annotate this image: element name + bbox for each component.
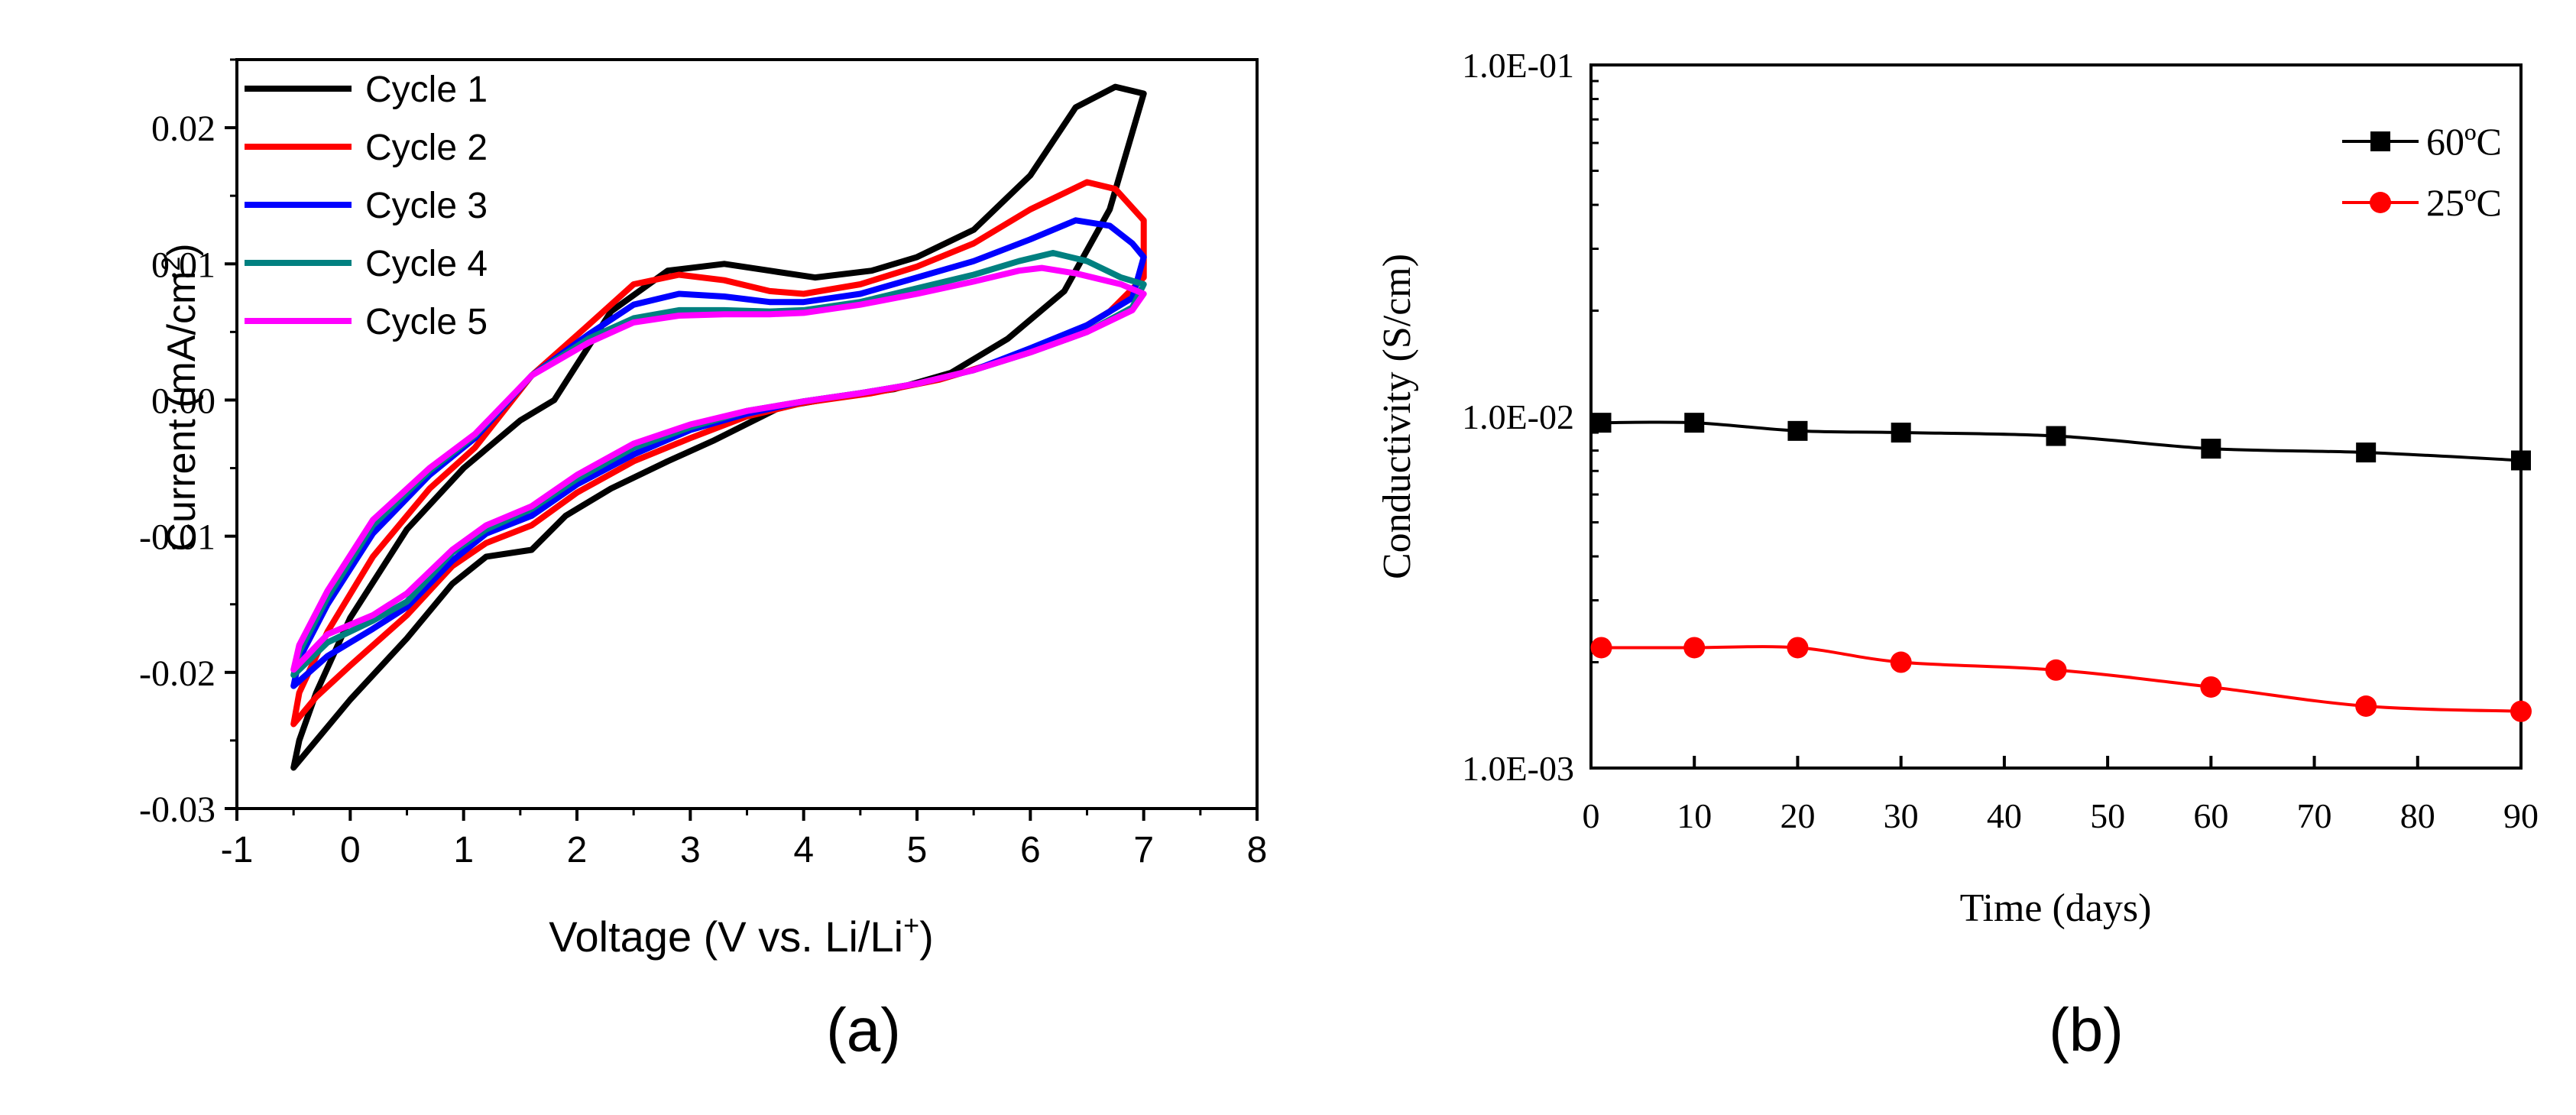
marker-25-c — [1787, 637, 1809, 659]
panel-a: -1 0 1 2 3 4 5 6 7 8 -0.03 -0.02 -0.01 0.00 0.01 0.02 C… — [139, 58, 1268, 1064]
x-tick-label-b: 30 — [1884, 796, 1919, 835]
x-tick-label-a: 1 — [453, 830, 474, 870]
legend-label-60-c: 60ºC — [2426, 120, 2502, 163]
legend-label-cycle-5: Cycle 5 — [365, 302, 488, 342]
legend-marker-60-c — [2370, 131, 2390, 151]
x-tick-label-b: 60 — [2193, 796, 2228, 835]
x-tick-label-a: 7 — [1133, 830, 1154, 870]
y-tick-label-b: 1.0E-03 — [1462, 749, 1574, 788]
x-tick-label-b: 50 — [2090, 796, 2125, 835]
marker-60-c — [2046, 426, 2066, 446]
marker-60-c — [2511, 450, 2531, 471]
y-tick-label-a: -0.01 — [139, 517, 215, 558]
panel-label-b: (b) — [2049, 996, 2124, 1064]
marker-60-c — [2356, 442, 2377, 463]
x-tick-label-a: -1 — [221, 830, 254, 870]
y-tick-label-a: 0.02 — [151, 109, 215, 149]
marker-25-c — [2510, 700, 2532, 722]
marker-60-c — [1684, 413, 1705, 433]
x-tick-label-b: 70 — [2297, 796, 2332, 835]
x-tick-label-a: 8 — [1247, 830, 1268, 870]
x-tick-label-a: 0 — [340, 830, 361, 870]
marker-60-c — [1787, 420, 1808, 441]
y-tick-label-b: 1.0E-02 — [1462, 397, 1574, 436]
x-tick-label-a: 6 — [1020, 830, 1041, 870]
marker-25-c — [1890, 651, 1912, 673]
marker-60-c — [2201, 439, 2221, 459]
y-tick-label-a: 0.00 — [151, 381, 215, 421]
x-tick-label-b: 80 — [2400, 796, 2435, 835]
x-tick-label-b: 10 — [1677, 796, 1712, 835]
marker-60-c — [1891, 423, 1911, 443]
x-tick-label-a: 3 — [680, 830, 701, 870]
legend-label-cycle-1: Cycle 1 — [365, 70, 488, 110]
xlabel-a: Voltage (V vs. Li/Li+) — [549, 909, 934, 961]
xlabel-b: Time (days) — [1960, 886, 2152, 930]
marker-25-c — [1590, 637, 1612, 659]
ylabel-a: Current (mA/cm2) — [157, 243, 204, 551]
legend-marker-25-c — [2370, 192, 2391, 213]
y-tick-label-b: 1.0E-01 — [1462, 46, 1574, 85]
y-tick-label-a: -0.03 — [139, 789, 215, 830]
marker-25-c — [2045, 659, 2067, 681]
y-tick-label-a: 0.01 — [151, 245, 215, 285]
legend-label-cycle-3: Cycle 3 — [365, 186, 488, 226]
plot-a-frame — [235, 58, 1259, 810]
y-tick-label-a: -0.02 — [139, 653, 215, 694]
marker-25-c — [2200, 676, 2222, 698]
x-tick-label-b: 90 — [2503, 796, 2539, 835]
legend-label-cycle-2: Cycle 2 — [365, 128, 488, 168]
marker-25-c — [1683, 637, 1706, 659]
x-tick-label-b: 0 — [1583, 796, 1600, 835]
x-tick-label-a: 5 — [907, 830, 928, 870]
x-tick-label-a: 2 — [567, 830, 588, 870]
legend-label-25-c: 25ºC — [2426, 181, 2502, 224]
panel-b: 0 10 20 30 40 50 60 70 80 90 1.0E-03 1.0E-02 1.0E-01… — [1375, 46, 2539, 1064]
ylabel-b: Conductivity (S/cm) — [1375, 254, 1419, 579]
x-tick-label-b: 40 — [1987, 796, 2022, 835]
panel-label-a: (a) — [826, 996, 901, 1064]
marker-25-c — [2355, 695, 2377, 717]
series-cycle-5 — [290, 264, 1147, 673]
series-cycle-3 — [290, 217, 1147, 689]
marker-60-c — [1591, 413, 1612, 433]
x-tick-label-b: 20 — [1780, 796, 1815, 835]
legend-label-cycle-4: Cycle 4 — [365, 244, 488, 284]
x-tick-label-a: 4 — [793, 830, 814, 870]
